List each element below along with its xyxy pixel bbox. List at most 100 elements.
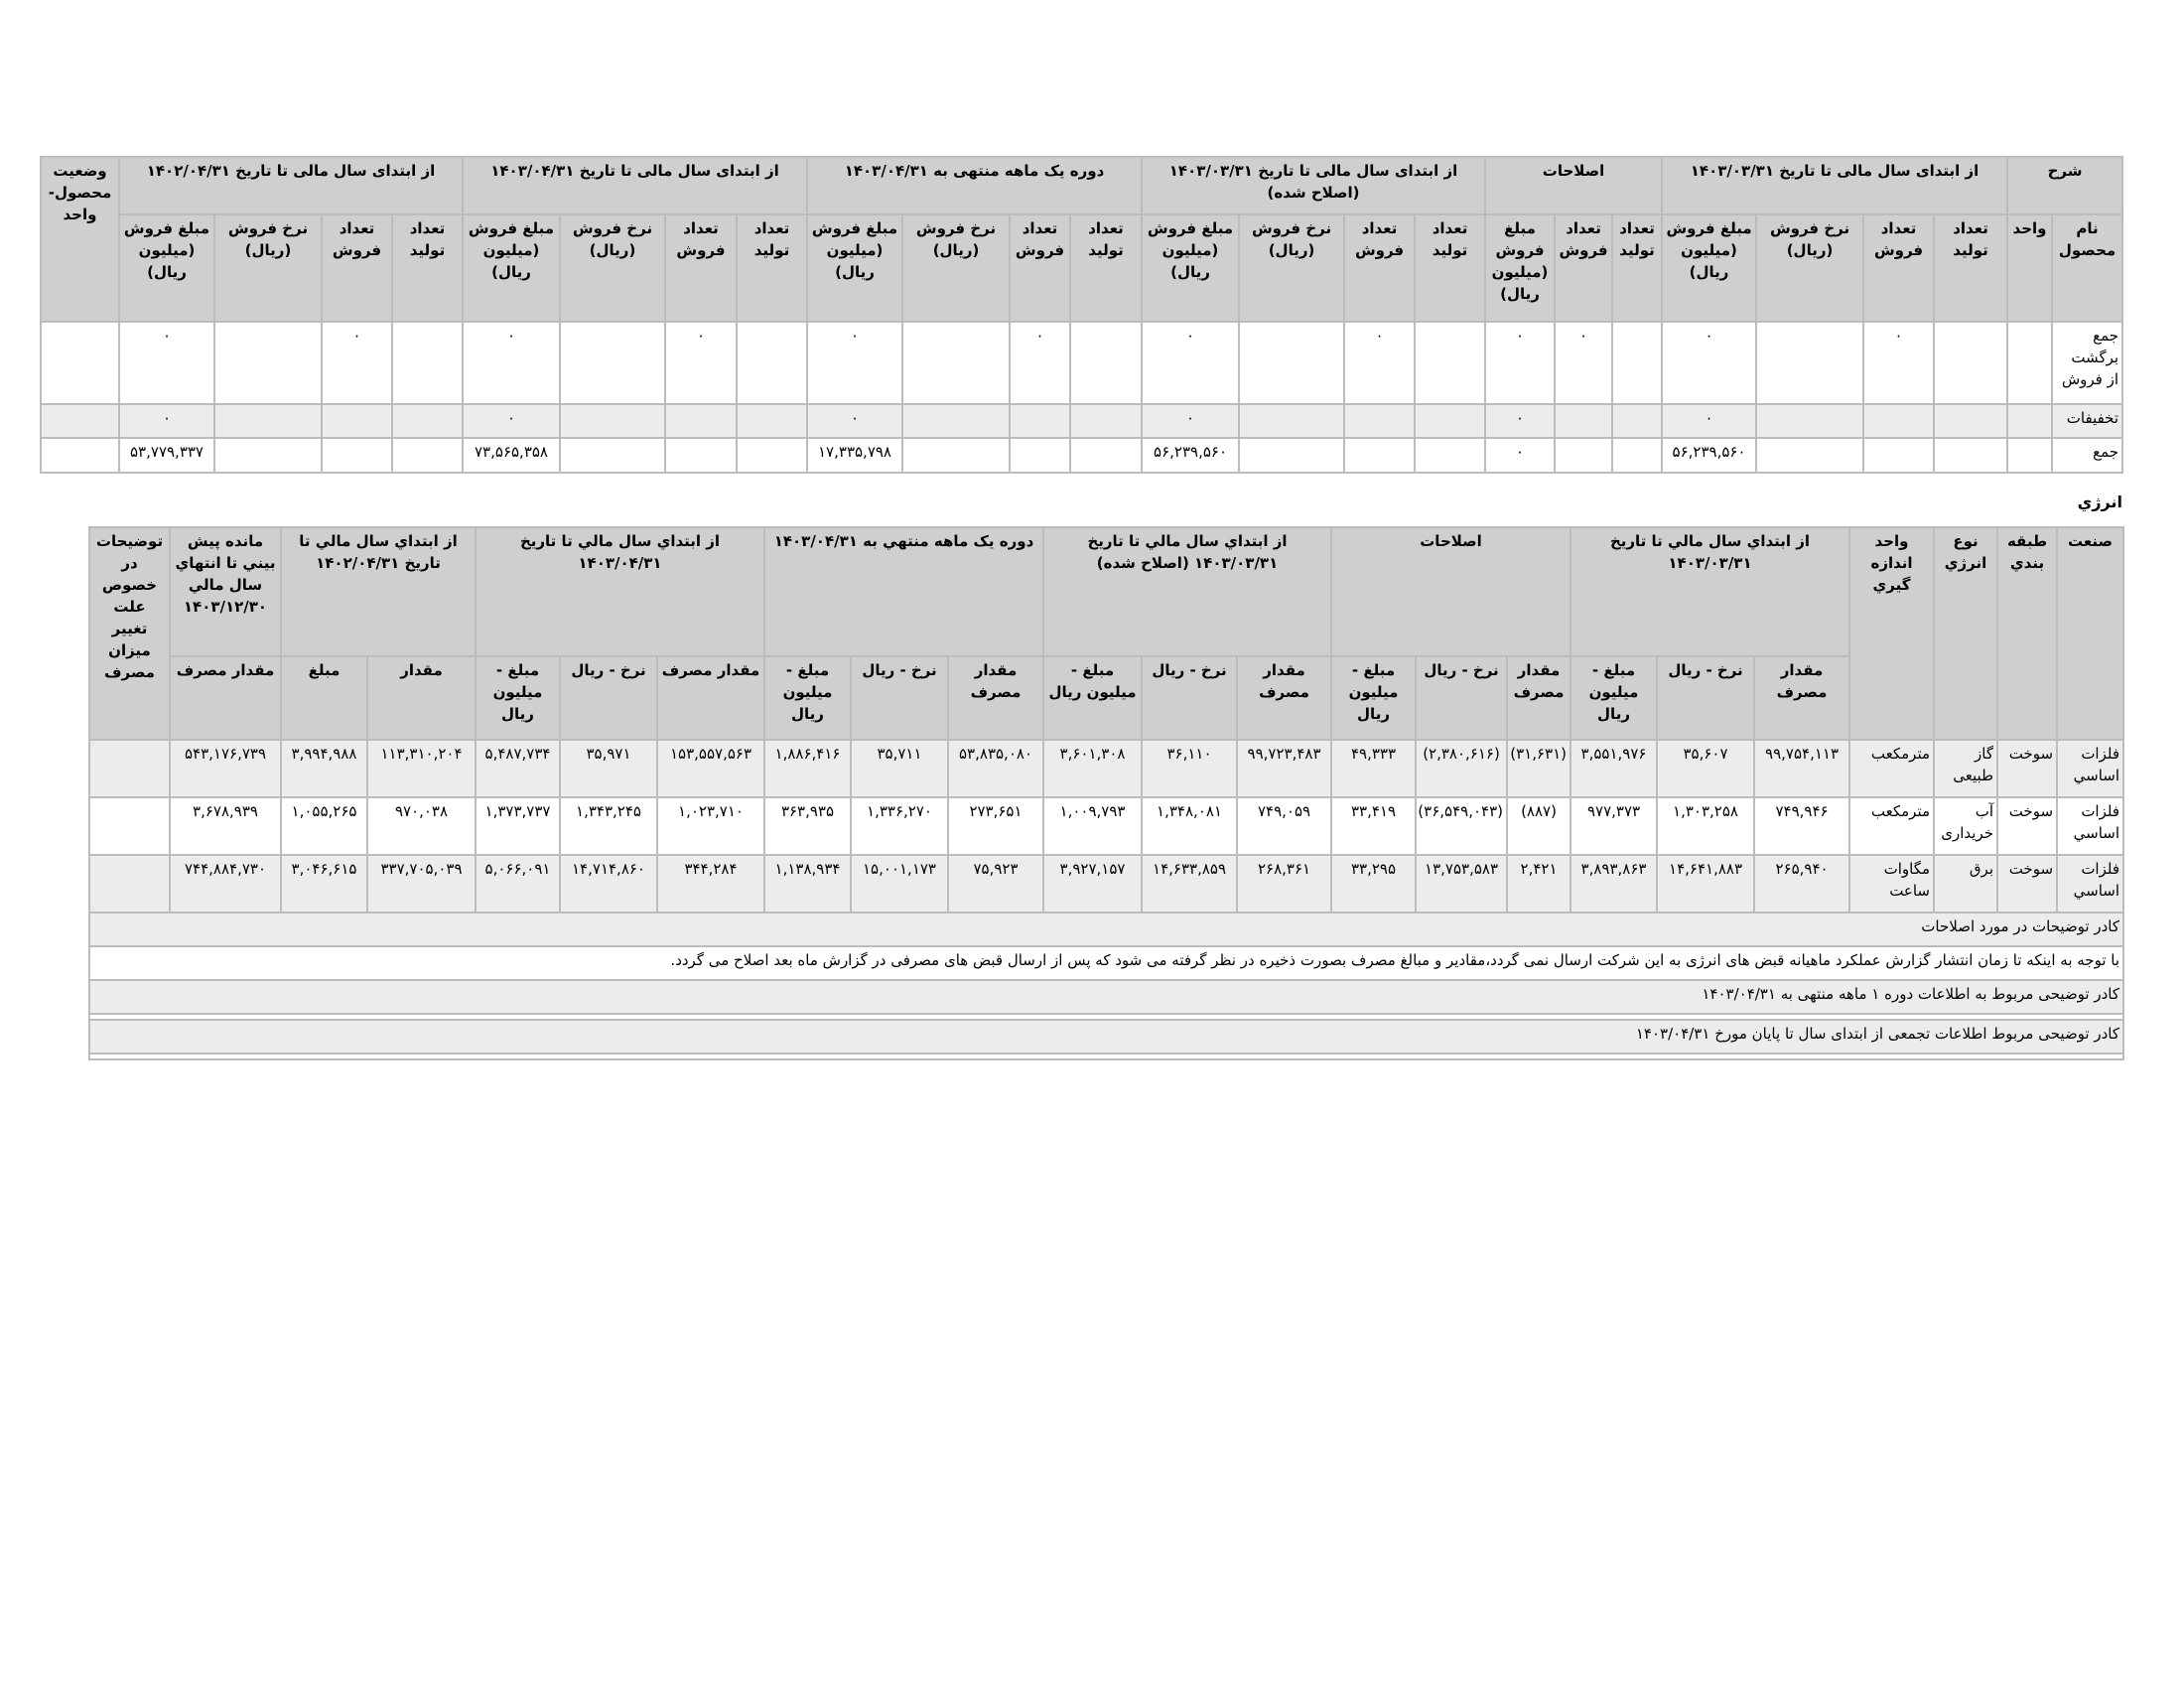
row-label: گاز طبیعی [1933, 739, 1999, 798]
table-cell: ۱۴,۶۴۱,۸۸۳ [1656, 854, 1756, 914]
table-cell: ۱۳,۷۵۳,۵۸۳ [1415, 854, 1509, 914]
table-cell: ۱,۰۵۵,۲۶۵ [280, 796, 368, 856]
table-cell: ۱,۳۷۳,۷۳۷ [475, 796, 561, 856]
column-header: تعداد فروش [321, 213, 393, 323]
column-header: تعداد فروش [664, 213, 738, 323]
table-cell: ۵۶,۲۳۹,۵۶۰ [1141, 437, 1241, 474]
table-cell [213, 321, 323, 405]
table-cell [1343, 403, 1417, 439]
table-cell [559, 321, 666, 405]
table-cell: ۰ [1141, 403, 1241, 439]
table-cell: ۷۵,۹۲۳ [947, 854, 1044, 914]
group-header: شرح [2006, 156, 2124, 215]
group-header: توضيحات در خصوص علت تغيير ميزان مصرف [88, 526, 171, 741]
row-label: فلزات اساسي [2056, 854, 2125, 914]
table-cell: ۹۹,۷۲۳,۴۸۳ [1236, 739, 1333, 798]
table-cell: (۸۸۷) [1506, 796, 1572, 856]
table-cell: ۰ [1141, 321, 1241, 405]
table-cell: ۳,۵۵۱,۹۷۶ [1570, 739, 1659, 798]
row-label: مترمکعب [1848, 739, 1936, 798]
monthly-note-label: کادر توضیحی مربوط به اطلاعات دوره ۱ ماهه… [87, 979, 2125, 1015]
group-header: از ابتدای سال مالی تا تاریخ ۱۴۰۳/۰۳/۳۱ [1661, 156, 2009, 215]
table-cell [1414, 403, 1487, 439]
table-cell: ۱,۳۴۸,۰۸۱ [1141, 796, 1239, 856]
column-header: تعداد تولید [1611, 213, 1664, 323]
row-label: فلزات اساسي [2056, 739, 2125, 798]
group-header: از ابتدای سال مالی تا تاریخ ۱۴۰۲/۰۴/۳۱ [118, 156, 464, 215]
table-cell: ۵,۴۸۷,۷۳۴ [475, 739, 561, 798]
table-cell: ۳۳۷,۷۰۵,۰۳۹ [366, 854, 477, 914]
column-header: تعداد فروش [1009, 213, 1072, 323]
table-cell [1611, 321, 1664, 405]
table-cell: ۱,۰۲۳,۷۱۰ [656, 796, 765, 856]
row-label: برق [1933, 854, 1999, 914]
table-cell [1933, 437, 2009, 474]
table-cell [1554, 403, 1614, 439]
table-cell: ۰ [321, 321, 393, 405]
row-label: آب خریداری [1933, 796, 1999, 856]
table-cell: ۱,۱۳۸,۹۳۴ [763, 854, 852, 914]
column-header: تعداد تولید [1933, 213, 2009, 323]
column-header: مبلغ - ميليون ريال [475, 655, 561, 741]
table-cell: ۵۳,۷۷۹,۳۳۷ [118, 437, 215, 474]
table-cell [1611, 403, 1664, 439]
table-cell [321, 437, 393, 474]
column-header: نرخ فروش (ریال) [1755, 213, 1865, 323]
column-header: تعداد تولید [391, 213, 464, 323]
column-header: نرخ - ريال [559, 655, 658, 741]
group-header: دوره یک ماهه منتهی به ۱۴۰۳/۰۴/۳۱ [805, 156, 1144, 215]
table-cell: ۱,۳۰۳,۲۵۸ [1656, 796, 1756, 856]
column-header: مبلغ - ميليون ريال [1330, 655, 1418, 741]
column-header: مبلغ - ميليون ريال [763, 655, 852, 741]
table-cell: ۵,۰۶۶,۰۹۱ [475, 854, 561, 914]
column-header: مبلغ فروش (میلیون ریال) [118, 213, 215, 323]
table-cell [664, 403, 738, 439]
table-cell: ۱۵,۰۰۱,۱۷۳ [850, 854, 949, 914]
table-cell: ۵۶,۲۳۹,۵۶۰ [1661, 437, 1758, 474]
table-cell: ۳۶۳,۹۳۵ [763, 796, 852, 856]
table-cell: ۹۷۰,۰۳۸ [366, 796, 477, 856]
table-cell [391, 403, 464, 439]
table-cell [901, 403, 1012, 439]
table-cell: ۰ [805, 321, 904, 405]
table-cell [88, 739, 171, 798]
table-cell [1343, 437, 1417, 474]
table-cell [213, 437, 323, 474]
table-cell: ۷۴۹,۹۴۶ [1753, 796, 1851, 856]
table-cell [736, 321, 808, 405]
table-cell: ۷۴۴,۸۸۴,۷۳۰ [169, 854, 282, 914]
table-cell: ۱,۳۳۶,۲۷۰ [850, 796, 949, 856]
row-label: تخفیفات [2051, 403, 2124, 439]
table-cell: ۳۳,۲۹۵ [1330, 854, 1418, 914]
table-cell: ۱۴,۷۱۴,۸۶۰ [559, 854, 658, 914]
table-cell: ۹۹,۷۵۴,۱۱۳ [1753, 739, 1851, 798]
column-header: تعداد تولید [1069, 213, 1144, 323]
table-cell [1755, 437, 1865, 474]
group-header: از ابتداي سال مالي تا تاريخ ۱۴۰۳/۰۳/۳۱ (… [1041, 526, 1333, 657]
table-cell: ۱,۳۴۳,۲۴۵ [559, 796, 658, 856]
row-label: مگاوات ساعت [1848, 854, 1936, 914]
row-label: مترمکعب [1848, 796, 1936, 856]
table-cell: ۰ [1484, 403, 1557, 439]
table-cell [901, 321, 1012, 405]
energy-row: فلزات اساسي سوخت برق مگاوات ساعت ۲۶۵,۹۴۰ ۱۴,۶… [88, 854, 2125, 914]
table-cell: ۰ [462, 403, 561, 439]
table-cell: ۷۳,۵۶۵,۳۵۸ [462, 437, 561, 474]
table-cell [391, 321, 464, 405]
group-header: مانده پيش بيني تا انتهاي سال مالي ۱۴۰۳/۱… [169, 526, 282, 657]
column-header: نرخ فروش (ریال) [559, 213, 666, 323]
table-cell [1933, 321, 2009, 405]
column-header: مقدار مصرف [656, 655, 765, 741]
table-cell: ۲,۴۲۱ [1506, 854, 1572, 914]
table-cell: ۰ [1484, 321, 1557, 405]
table-cell: ۰ [1862, 321, 1936, 405]
group-header: واحد اندازه گيري [1848, 526, 1936, 741]
table-cell: ۲۶۵,۹۴۰ [1753, 854, 1851, 914]
column-header: نرخ - ريال [1415, 655, 1509, 741]
column-header: مقدار مصرف [169, 655, 282, 741]
table-cell: ۷۴۹,۰۵۹ [1236, 796, 1333, 856]
table-cell: ۱۴,۶۳۳,۸۵۹ [1141, 854, 1239, 914]
note-blank-row [87, 1053, 2125, 1060]
table-cell: ۲۷۳,۶۵۱ [947, 796, 1044, 856]
table-cell [1755, 321, 1865, 405]
